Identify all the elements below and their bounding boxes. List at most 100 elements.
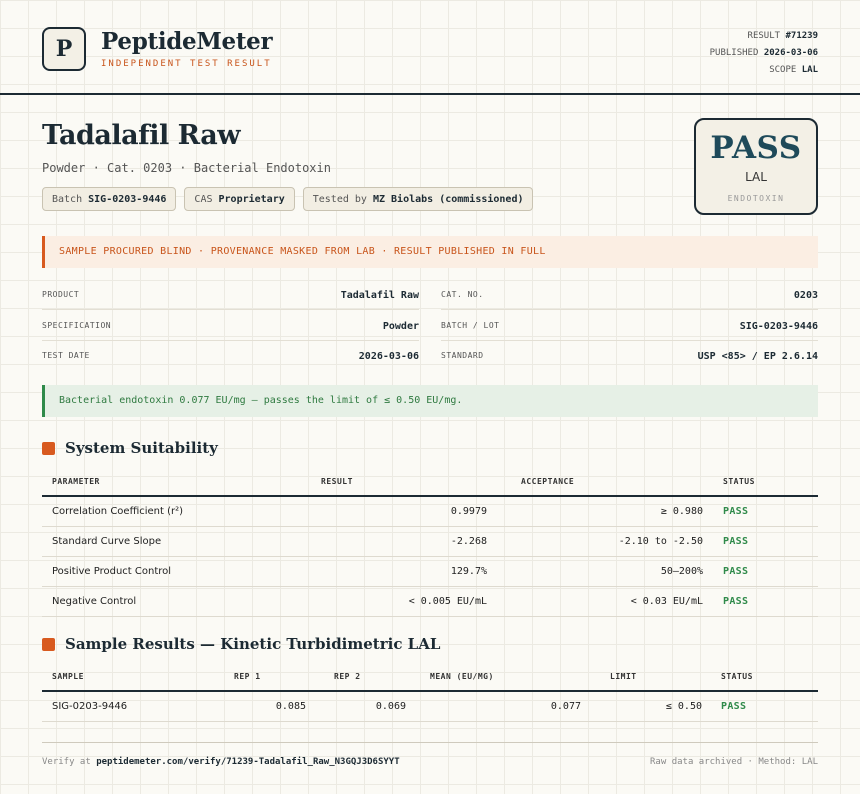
column-header: MEAN (EU/MG) [416, 662, 591, 692]
product-title: Tadalafil Raw [42, 120, 240, 151]
detail-label: CAT. NO. [441, 290, 484, 299]
cas-chip: CAS Proprietary [184, 187, 295, 211]
table-header-row: SAMPLE REP 1 REP 2 MEAN (EU/MG) LIMIT ST… [42, 662, 818, 692]
column-header: PARAMETER [42, 467, 279, 497]
tested-by-chip: Tested by MZ Biolabs (commissioned) [302, 187, 534, 211]
report-footer: Verify at peptidemeter.com/verify/71239-… [42, 742, 818, 783]
suitability-table: PARAMETER RESULT ACCEPTANCE STATUS Corre… [42, 467, 818, 617]
section-marker-icon [42, 637, 55, 651]
detail-date: TEST DATE 2026-03-06 [42, 341, 419, 371]
chip-value: MZ Biolabs (commissioned) [372, 194, 524, 205]
product-chips: Batch SIG-0203-9446 CAS Proprietary Test… [42, 187, 534, 211]
detail-batch: BATCH / LOT SIG-0203-9446 [441, 311, 818, 341]
column-header: RESULT [279, 467, 497, 497]
table-row: Negative Control < 0.005 EU/mL < 0.03 EU… [42, 586, 818, 617]
section-title: System Suitability [65, 439, 218, 457]
status-badge: PASS [713, 586, 818, 617]
samples-table: SAMPLE REP 1 REP 2 MEAN (EU/MG) LIMIT ST… [42, 662, 818, 722]
chip-value: Proprietary [218, 194, 285, 205]
acceptance-cell: 50–200% [497, 556, 713, 587]
limit-cell: ≤ 0.50 [591, 691, 712, 722]
detail-label: STANDARD [441, 351, 484, 360]
column-header: REP 2 [316, 662, 416, 692]
suitability-heading: System Suitability [42, 439, 218, 457]
column-header: STATUS [712, 662, 818, 692]
meta-published-label: PUBLISHED [709, 48, 759, 58]
product-subtitle: Powder · Cat. 0203 · Bacterial Endotoxin [42, 161, 331, 175]
brand-tagline: INDEPENDENT TEST RESULT [101, 59, 272, 69]
rep2-cell: 0.069 [316, 691, 416, 722]
verify-line: Verify at peptidemeter.com/verify/71239-… [42, 757, 400, 767]
detail-product: PRODUCT Tadalafil Raw [42, 280, 419, 310]
result-cell: 0.9979 [279, 496, 497, 527]
param-cell: Standard Curve Slope [42, 526, 279, 557]
meta-scope-value: LAL [801, 65, 818, 75]
column-header: LIMIT [591, 662, 712, 692]
detail-label: BATCH / LOT [441, 321, 500, 330]
table-row: SIG-0203-9446 0.085 0.069 0.077 ≤ 0.50 P… [42, 691, 818, 722]
detail-value: 2026-03-06 [358, 351, 419, 362]
status-badge: PASS [713, 556, 818, 587]
mean-cell: 0.077 [416, 691, 591, 722]
detail-cat: CAT. NO. 0203 [441, 280, 818, 310]
table-header-row: PARAMETER RESULT ACCEPTANCE STATUS [42, 467, 818, 497]
verdict-type: ENDOTOXIN [727, 194, 785, 203]
report-meta: RESULT #71239 PUBLISHED 2026-03-06 SCOPE… [710, 28, 818, 79]
detail-value: Tadalafil Raw [340, 290, 419, 301]
brand-name: PeptideMeter [101, 28, 273, 55]
logo-icon: P [42, 27, 86, 71]
verdict-result: PASS [710, 130, 802, 166]
column-header: ACCEPTANCE [497, 467, 713, 497]
acceptance-cell: ≥ 0.980 [497, 496, 713, 527]
verify-link[interactable]: peptidemeter.com/verify/71239-Tadalafil_… [96, 757, 400, 767]
detail-value: SIG-0203-9446 [739, 321, 818, 332]
acceptance-cell: -2.10 to -2.50 [497, 526, 713, 557]
column-header: SAMPLE [42, 662, 216, 692]
samples-heading: Sample Results — Kinetic Turbidimetric L… [42, 635, 440, 653]
status-badge: PASS [712, 691, 818, 722]
result-cell: -2.268 [279, 526, 497, 557]
meta-scope-label: SCOPE [769, 65, 797, 75]
section-marker-icon [42, 441, 55, 455]
chip-label: Tested by [312, 194, 367, 205]
rep1-cell: 0.085 [216, 691, 316, 722]
status-badge: PASS [713, 526, 818, 557]
divider [42, 309, 419, 310]
meta-result-label: RESULT [747, 31, 781, 41]
column-header: STATUS [713, 467, 818, 497]
detail-standard: STANDARD USP <85> / EP 2.6.14 [441, 341, 818, 371]
acceptance-cell: < 0.03 EU/mL [497, 586, 713, 617]
meta-published: PUBLISHED 2026-03-06 [710, 45, 818, 62]
status-badge: PASS [713, 496, 818, 527]
table-row: Positive Product Control 129.7% 50–200% … [42, 556, 818, 587]
divider [441, 309, 818, 310]
detail-value: Powder [382, 321, 419, 332]
verdict-summary: Bacterial endotoxin 0.077 EU/mg — passes… [42, 385, 818, 417]
table-row: Standard Curve Slope -2.268 -2.10 to -2.… [42, 526, 818, 557]
detail-spec: SPECIFICATION Powder [42, 311, 419, 341]
section-title: Sample Results — Kinetic Turbidimetric L… [65, 635, 441, 653]
divider [42, 340, 419, 341]
meta-result: RESULT #71239 [710, 28, 818, 45]
chip-label: Batch [52, 194, 83, 205]
chip-value: SIG-0203-9446 [88, 194, 167, 205]
batch-chip: Batch SIG-0203-9446 [42, 187, 177, 211]
sample-cell: SIG-0203-9446 [42, 691, 216, 722]
param-cell: Correlation Coefficient (r²) [42, 496, 279, 527]
detail-value: USP <85> / EP 2.6.14 [697, 351, 818, 362]
archived-note: Raw data archived · Method: LAL [650, 757, 818, 767]
column-header: REP 1 [216, 662, 316, 692]
report-header: P PeptideMeter INDEPENDENT TEST RESULT R… [0, 0, 860, 95]
detail-label: PRODUCT [42, 290, 80, 299]
result-cell: 129.7% [279, 556, 497, 587]
divider [441, 340, 818, 341]
param-cell: Negative Control [42, 586, 279, 617]
meta-scope: SCOPE LAL [710, 62, 818, 79]
chip-label: CAS [194, 194, 213, 205]
verdict-card: PASS LAL ENDOTOXIN [694, 118, 818, 215]
detail-label: TEST DATE [42, 351, 90, 360]
meta-published-value: 2026-03-06 [763, 48, 818, 58]
provenance-banner: SAMPLE PROCURED BLIND · PROVENANCE MASKE… [42, 236, 818, 268]
param-cell: Positive Product Control [42, 556, 279, 587]
verdict-scope: LAL [745, 170, 767, 184]
